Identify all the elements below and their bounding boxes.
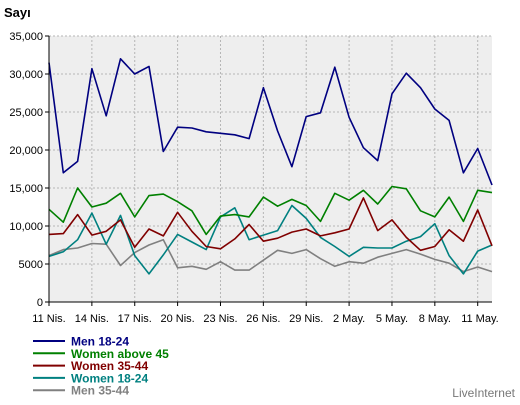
x-tick-label: 11 Nis. <box>32 313 65 325</box>
y-axis-label: Sayı <box>4 5 31 20</box>
series-line <box>48 185 493 236</box>
series-lines <box>48 57 493 275</box>
y-axis-ticks: 0 5000 10,000 15,000 20,000 25,000 30,000 35,00… <box>9 31 49 309</box>
x-tick-label: 8 May. <box>419 313 451 325</box>
plot-area <box>49 36 492 302</box>
series-line <box>48 197 493 252</box>
x-tick-label: 23 Nis. <box>203 313 237 325</box>
y-tick-label: 30,000 <box>9 69 43 81</box>
x-tick-label: 20 Nis. <box>160 313 194 325</box>
y-tick-label: 20,000 <box>9 145 43 157</box>
x-tick-label: 26 Nis. <box>246 313 280 325</box>
y-tick-label: 10,000 <box>9 221 43 233</box>
x-tick-label: 2 May. <box>333 313 365 325</box>
grid <box>49 35 492 302</box>
x-tick-label: 29 Nis. <box>289 313 323 325</box>
legend-label: Women above 45 <box>71 347 169 361</box>
legend-label: Women 35-44 <box>71 359 148 373</box>
y-tick-label: 15,000 <box>9 183 43 195</box>
y-tick-label: 35,000 <box>9 31 43 43</box>
x-tick-label: 17 Nis. <box>118 313 152 325</box>
y-tick-label: 25,000 <box>9 107 43 119</box>
legend-label: Men 18-24 <box>71 335 129 349</box>
y-tick-label: 0 <box>37 297 43 309</box>
series-line <box>48 238 493 273</box>
legend-label: Men 35-44 <box>71 384 129 398</box>
x-tick-label: 14 Nis. <box>75 313 109 325</box>
y-tick-label: 5000 <box>19 259 43 271</box>
brand-text: LiveInternet <box>452 386 515 400</box>
x-tick-label: 5 May. <box>376 313 408 325</box>
legend-label: Women 18-24 <box>71 371 148 385</box>
x-tick-label: 11 May. <box>461 313 499 325</box>
series-line <box>48 57 493 186</box>
series-line <box>48 204 493 275</box>
x-axis-ticks: 11 Nis. 14 Nis. 17 Nis. 20 Nis. 23 Nis. 26 Ni… <box>32 302 499 325</box>
